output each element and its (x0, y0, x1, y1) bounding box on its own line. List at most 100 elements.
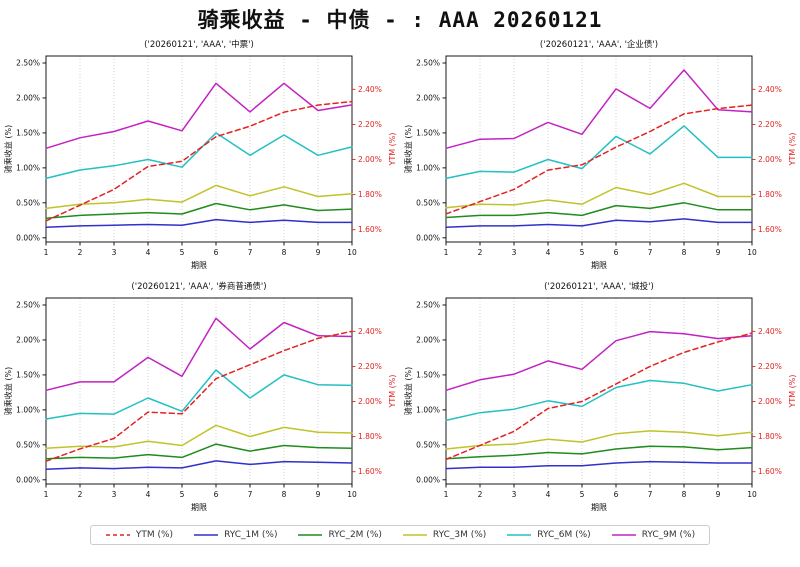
x-axis-label: 期限 (591, 503, 607, 512)
x-tick-label: 3 (512, 490, 517, 499)
left-tick-label: 1.50% (16, 128, 40, 137)
left-tick-label: 2.00% (416, 93, 440, 102)
right-axis-label: YTM (%) (388, 132, 397, 166)
left-tick-label: 1.00% (416, 163, 440, 172)
x-tick-label: 2 (478, 248, 483, 257)
legend-line-swatch (105, 534, 130, 536)
rolldown-return-dashboard: 骑乘收益 - 中债 - : AAA 20260121 ('20260121', … (0, 4, 800, 567)
left-tick-label: 0.00% (16, 233, 40, 242)
right-axis-label: YTM (%) (388, 374, 397, 408)
x-tick-label: 3 (512, 248, 517, 257)
legend-item-ryc-2m: RYC_2M (%) (297, 530, 382, 540)
x-tick-label: 8 (282, 248, 287, 257)
legend-line-swatch (507, 534, 532, 536)
x-tick-label: 7 (648, 490, 653, 499)
x-tick-label: 8 (682, 490, 687, 499)
right-tick-label: 1.60% (758, 225, 782, 234)
x-tick-label: 6 (214, 490, 219, 499)
left-tick-label: 2.50% (416, 58, 440, 67)
legend-label: YTM (%) (135, 530, 174, 540)
x-axis-label: 期限 (591, 261, 607, 270)
right-tick-label: 2.00% (758, 397, 782, 406)
right-tick-label: 2.20% (358, 120, 382, 129)
series-line-ryc-1m (445, 460, 753, 470)
chart-chengtou: ('20260121', 'AAA', '城投') 0.00% 0.50% 1.00%… (403, 281, 797, 512)
right-tick-label: 2.40% (358, 85, 382, 94)
series-line-ryc-2m (445, 202, 753, 219)
right-tick-label: 2.20% (358, 362, 382, 371)
x-tick-label: 9 (716, 248, 721, 257)
series-line-ryc-6m (45, 369, 353, 420)
legend-item-ytm: YTM (%) (105, 530, 173, 540)
right-tick-label: 1.60% (758, 467, 782, 476)
right-tick-label: 1.80% (758, 190, 782, 199)
chart-quanshang-putongzhai: ('20260121', 'AAA', '券商普通债') 0.00% 0.50% 1.… (3, 281, 397, 512)
series-line-ryc-6m (445, 125, 753, 180)
right-tick-label: 1.80% (758, 432, 782, 441)
right-tick-label: 2.00% (358, 155, 382, 164)
series-line-ryc-9m (45, 82, 353, 150)
series-line-ytm (445, 104, 753, 215)
legend-label: RYC_1M (%) (224, 530, 278, 540)
series-line-ryc-3m (445, 182, 753, 209)
legend-line-swatch (611, 534, 636, 536)
left-tick-label: 2.00% (16, 335, 40, 344)
x-tick-label: 5 (180, 248, 185, 257)
x-tick-label: 5 (180, 490, 185, 499)
right-axis-label: YTM (%) (788, 132, 797, 166)
x-tick-label: 1 (444, 248, 449, 257)
series-line-ryc-9m (45, 317, 353, 392)
subplot-title: ('20260121', 'AAA', '券商普通债') (131, 281, 266, 292)
x-tick-label: 10 (347, 490, 357, 499)
left-tick-label: 2.50% (16, 58, 40, 67)
x-tick-label: 5 (580, 248, 585, 257)
series-line-ytm (45, 100, 353, 222)
right-tick-label: 2.20% (758, 120, 782, 129)
x-tick-label: 1 (444, 490, 449, 499)
left-axis-label: 骑乘收益 (%) (3, 125, 13, 173)
legend-item-ryc-3m: RYC_3M (%) (402, 530, 486, 540)
right-tick-label: 1.60% (358, 225, 382, 234)
series-line-ryc-6m (45, 132, 353, 180)
chart-zhongpiao: ('20260121', 'AAA', '中票') 0.00% 0.50% 1.00%… (3, 39, 397, 270)
x-tick-label: 4 (146, 248, 151, 257)
right-tick-label: 1.60% (358, 467, 382, 476)
left-tick-label: 0.00% (16, 475, 40, 484)
series-line-ryc-1m (45, 460, 353, 471)
series-line-ryc-2m (45, 443, 353, 460)
series-line-ryc-3m (45, 184, 353, 210)
left-tick-label: 0.50% (416, 198, 440, 207)
x-tick-label: 7 (648, 248, 653, 257)
x-tick-label: 2 (78, 248, 83, 257)
right-axis-label: YTM (%) (788, 374, 797, 408)
x-axis-label: 期限 (191, 503, 207, 512)
x-tick-label: 7 (248, 248, 253, 257)
series-line-ytm (445, 332, 753, 461)
left-tick-label: 1.00% (416, 405, 440, 414)
legend-line-swatch (194, 534, 219, 536)
x-tick-label: 4 (546, 248, 551, 257)
subplot-title: ('20260121', 'AAA', '城投') (544, 281, 654, 292)
right-tick-label: 2.00% (758, 155, 782, 164)
series-line-ytm (45, 330, 353, 462)
legend-label: RYC_3M (%) (432, 530, 487, 540)
left-tick-label: 1.00% (16, 163, 40, 172)
left-tick-label: 0.50% (16, 198, 40, 207)
legend-label: RYC_2M (%) (328, 530, 382, 540)
plot-border (445, 55, 753, 243)
series-line-ryc-2m (45, 202, 353, 219)
x-tick-label: 10 (747, 490, 757, 499)
legend-line-swatch (402, 534, 427, 536)
subplot-title: ('20260121', 'AAA', '中票') (144, 39, 254, 50)
legend-item-ryc-6m: RYC_6M (%) (506, 530, 591, 540)
left-tick-label: 1.50% (16, 370, 40, 379)
x-tick-label: 4 (546, 490, 551, 499)
series-line-ryc-1m (445, 218, 753, 229)
x-tick-label: 6 (614, 248, 619, 257)
series-line-ryc-9m (445, 69, 753, 150)
series-line-ryc-3m (45, 424, 353, 450)
legend-area: YTM (%) RYC_1M (%) RYC_2M (%) RYC_3M (%) RYC… (0, 524, 800, 545)
left-axis-label: 骑乘收益 (%) (3, 367, 13, 415)
x-tick-label: 2 (478, 490, 483, 499)
x-tick-label: 9 (716, 490, 721, 499)
